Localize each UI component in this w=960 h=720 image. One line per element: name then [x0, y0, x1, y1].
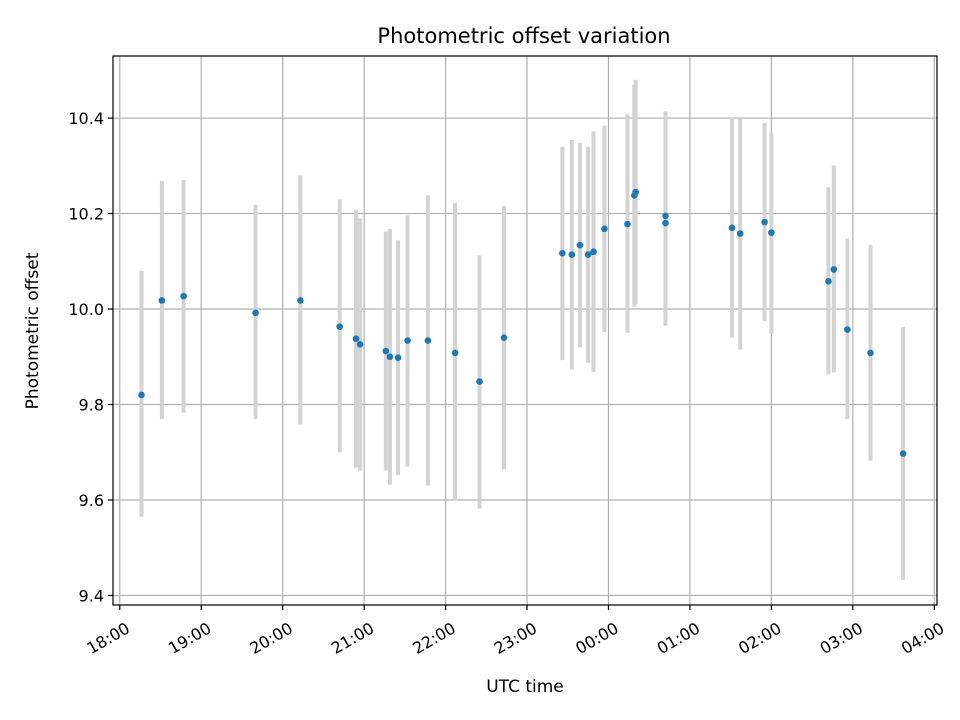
data-point [476, 378, 483, 385]
data-point [830, 266, 838, 273]
data-point [761, 218, 768, 226]
data-point [404, 337, 411, 344]
data-point [382, 347, 390, 355]
data-point [736, 230, 744, 237]
data-point [336, 323, 344, 330]
data-point [500, 334, 508, 341]
y-tick-label: 10.0 [68, 300, 104, 319]
data-point [424, 337, 432, 344]
data-point [252, 309, 259, 317]
plot-frame [112, 55, 938, 606]
y-tick-label: 9.4 [79, 586, 104, 605]
y-tick-label: 9.8 [79, 395, 104, 414]
data-point [632, 188, 639, 196]
data-point [601, 225, 608, 233]
data-point [180, 292, 187, 300]
data-point [386, 353, 394, 361]
data-point [138, 391, 145, 399]
point-layer [138, 188, 907, 457]
data-point [451, 349, 459, 357]
data-point [576, 241, 584, 249]
data-point [899, 450, 907, 457]
data-point [394, 354, 402, 362]
data-point [584, 251, 592, 258]
data-point [356, 341, 364, 348]
y-axis-ticks: 9.4 9.6 9.8 10.0 10.2 10.4 [68, 109, 113, 605]
data-point [844, 326, 851, 333]
data-point [662, 219, 669, 227]
data-point [728, 224, 736, 232]
data-point [867, 349, 874, 357]
data-point [624, 220, 631, 228]
data-point [825, 278, 832, 285]
data-point [158, 297, 166, 304]
data-point [352, 335, 360, 342]
data-point [662, 212, 669, 220]
y-tick-label: 10.4 [68, 109, 104, 128]
y-tick-label: 10.2 [68, 205, 104, 224]
chart-title: Photometric offset variation [377, 24, 670, 48]
data-point [768, 229, 775, 236]
y-tick-label: 9.6 [79, 491, 104, 510]
x-axis-label: UTC time [486, 677, 564, 697]
y-axis-label: Photometric offset [23, 252, 43, 409]
data-point [297, 297, 304, 304]
data-point [568, 251, 576, 258]
data-point [590, 248, 597, 256]
data-point [559, 249, 566, 257]
